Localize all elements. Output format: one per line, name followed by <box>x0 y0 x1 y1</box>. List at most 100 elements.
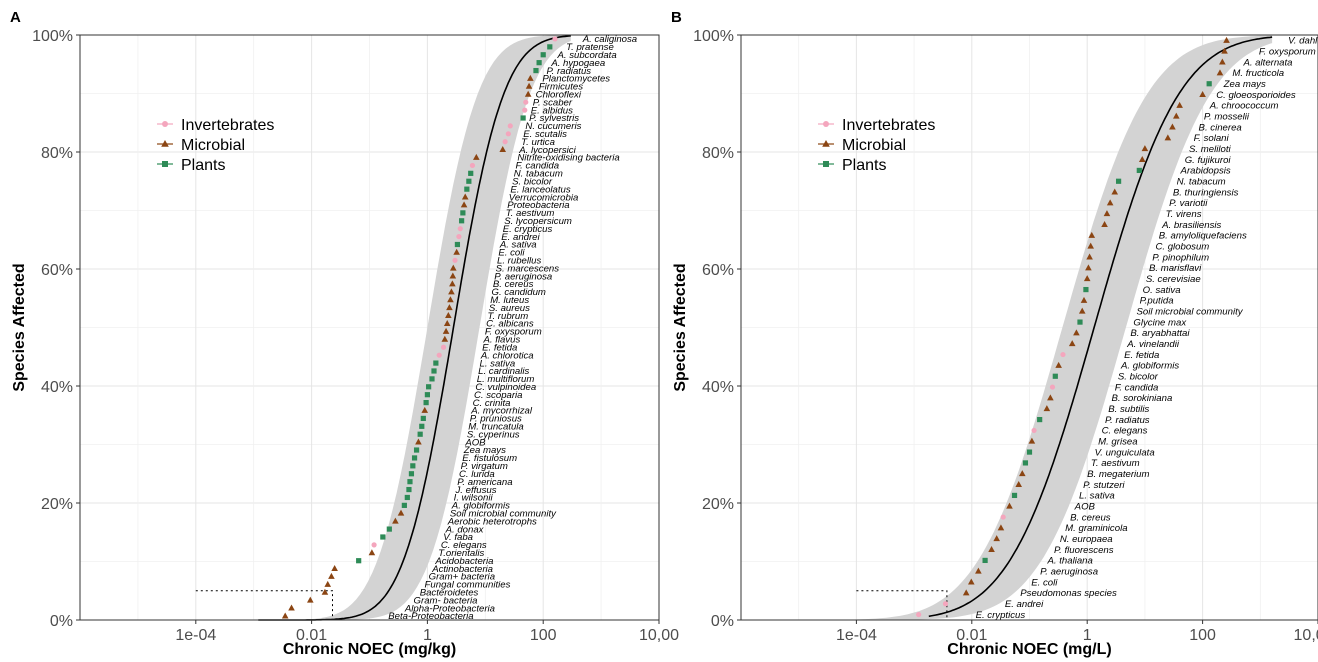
data-point-microbial <box>1018 470 1026 477</box>
data-point-plants <box>533 67 539 74</box>
species-label: N. tabacum <box>1177 176 1226 187</box>
data-point-microbial <box>453 248 460 255</box>
x-axis-title: Chronic NOEC (mg/L) <box>947 641 1111 658</box>
data-point-microbial <box>392 517 399 524</box>
data-point-invertebrates <box>452 257 458 263</box>
data-point-invertebrates <box>505 131 511 137</box>
data-point-plants <box>408 471 415 477</box>
species-label: P. aeruginosa <box>494 271 552 282</box>
species-label: Acidobacteria <box>434 556 493 567</box>
data-point-microbial <box>1223 36 1230 43</box>
data-point-microbial <box>1101 220 1108 227</box>
data-point-invertebrates <box>469 162 476 169</box>
data-point-plants <box>413 447 420 453</box>
data-point-invertebrates <box>1049 384 1056 390</box>
species-label: P. variotii <box>1169 198 1208 209</box>
species-label: A. globiformis <box>1120 361 1179 372</box>
species-label: A. caliginosa <box>582 34 637 45</box>
x-tick-label: 0.01 <box>956 627 987 644</box>
species-label: A. alternata <box>1242 57 1292 68</box>
species-label: A. lycopersici <box>518 145 576 156</box>
x-tick-label: 10,00 <box>639 627 679 644</box>
data-point-plants <box>431 368 437 374</box>
data-point-invertebrates <box>523 99 529 105</box>
legend-key-triangle <box>822 140 830 147</box>
data-point-microbial <box>1169 123 1176 130</box>
data-point-plants <box>407 479 413 485</box>
data-point-invertebrates <box>1031 427 1037 434</box>
data-point-plants <box>380 534 386 540</box>
species-label: Glycine max <box>1133 317 1187 328</box>
data-point-plants <box>429 376 435 382</box>
species-label: N. tabacum <box>514 169 563 180</box>
species-label: E. lanceolatus <box>510 184 570 195</box>
data-point-microbial <box>331 565 338 572</box>
data-point-microbial <box>499 146 507 153</box>
data-point-microbial <box>445 312 452 319</box>
species-label: C. globosum <box>1155 241 1209 252</box>
data-point-microbial <box>1103 210 1111 217</box>
data-point-microbial <box>1221 47 1228 54</box>
species-label: A. subcordata <box>556 50 616 61</box>
data-point-microbial <box>460 201 468 208</box>
data-point-microbial <box>397 509 405 516</box>
species-label: B. cereus <box>493 279 534 290</box>
y-tick-label: 100% <box>693 28 734 45</box>
data-point-microbial <box>1111 188 1119 195</box>
data-point-microbial <box>449 280 456 287</box>
data-point-microbial <box>1085 264 1092 271</box>
species-label: A. chroococcum <box>1209 101 1279 112</box>
species-label: P. pinophilum <box>1152 252 1209 263</box>
data-point-plants <box>540 52 546 58</box>
data-point-microbial <box>1086 253 1093 260</box>
data-point-microbial <box>1219 58 1226 65</box>
species-label: A. brasiliensis <box>1161 220 1221 231</box>
data-point-microbial <box>1141 145 1149 152</box>
species-label: A. donax <box>445 524 485 535</box>
species-label: A. globiformis <box>451 501 510 512</box>
x-tick-label: 100 <box>1189 627 1216 644</box>
species-label: S. lycopersicum <box>504 216 572 227</box>
data-point-plants <box>454 241 461 248</box>
species-label: A. mycorrhizal <box>470 406 533 417</box>
x-axis-title: Chronic NOEC (mg/kg) <box>283 641 456 658</box>
species-label: G. fujikuroi <box>1185 155 1232 166</box>
data-point-invertebrates <box>1060 351 1066 358</box>
data-point-microbial <box>443 319 451 326</box>
data-point-plants <box>1026 449 1033 455</box>
data-point-microbial <box>997 524 1005 531</box>
species-label: F. oxysporum <box>1259 46 1316 57</box>
hc5-guide-line <box>195 590 333 620</box>
legend-label: Plants <box>181 157 225 174</box>
data-point-microbial <box>993 535 1000 542</box>
species-label: A. vinelandii <box>1126 339 1180 350</box>
species-label: S. cerevisiae <box>1146 274 1201 285</box>
species-label: S. marcescens <box>496 263 560 274</box>
species-label: M. fructicola <box>1232 68 1284 79</box>
data-point-invertebrates <box>1000 514 1006 520</box>
species-label: F. candida <box>1115 382 1159 393</box>
legend-key-circle <box>162 121 168 127</box>
hc5-guide-line <box>856 590 948 620</box>
species-label: P. americana <box>457 477 512 488</box>
x-tick-label: 100 <box>530 627 557 644</box>
data-point-plants <box>459 218 465 224</box>
y-tick-label: 20% <box>702 496 734 513</box>
species-label: M. graminicola <box>1065 523 1127 534</box>
species-label: Pseudomonas species <box>1020 588 1117 599</box>
species-label: T. pratense <box>566 42 614 53</box>
species-label: E. fetida <box>482 342 517 353</box>
species-label: B. aryabhattai <box>1130 328 1190 339</box>
species-label: S. bicolor <box>512 176 553 187</box>
data-point-plants <box>1115 178 1122 184</box>
species-label: S. cyperinus <box>467 429 520 440</box>
species-label: B. amyloliquefaciens <box>1159 231 1247 242</box>
y-tick-label: 60% <box>41 262 73 279</box>
species-label: A. sativa <box>499 240 537 251</box>
data-point-microbial <box>415 438 422 445</box>
species-label: S. meliloti <box>1189 144 1231 155</box>
species-label: C. lurida <box>459 469 495 480</box>
data-point-plants <box>426 384 432 390</box>
legend-key-triangle <box>161 140 169 147</box>
